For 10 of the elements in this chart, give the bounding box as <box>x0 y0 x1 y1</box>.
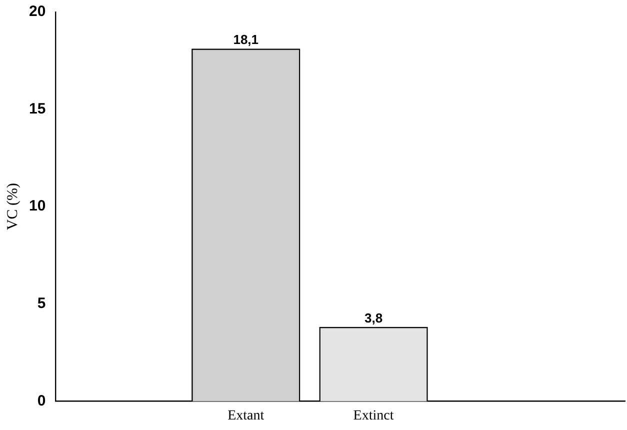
y-tick-label: 10 <box>28 198 46 215</box>
y-tick-label: 0 <box>37 392 46 410</box>
x-tick-label: Extant <box>228 408 264 424</box>
data-label: 18,1 <box>233 32 259 48</box>
y-axis-title: VC (%) <box>4 183 21 230</box>
y-tick-label: 5 <box>37 295 46 312</box>
data-label: 3,8 <box>364 310 383 326</box>
y-tick-label: 15 <box>28 100 46 118</box>
y-tick-label: 20 <box>28 3 46 20</box>
x-tick-label: Extinct <box>353 408 394 424</box>
